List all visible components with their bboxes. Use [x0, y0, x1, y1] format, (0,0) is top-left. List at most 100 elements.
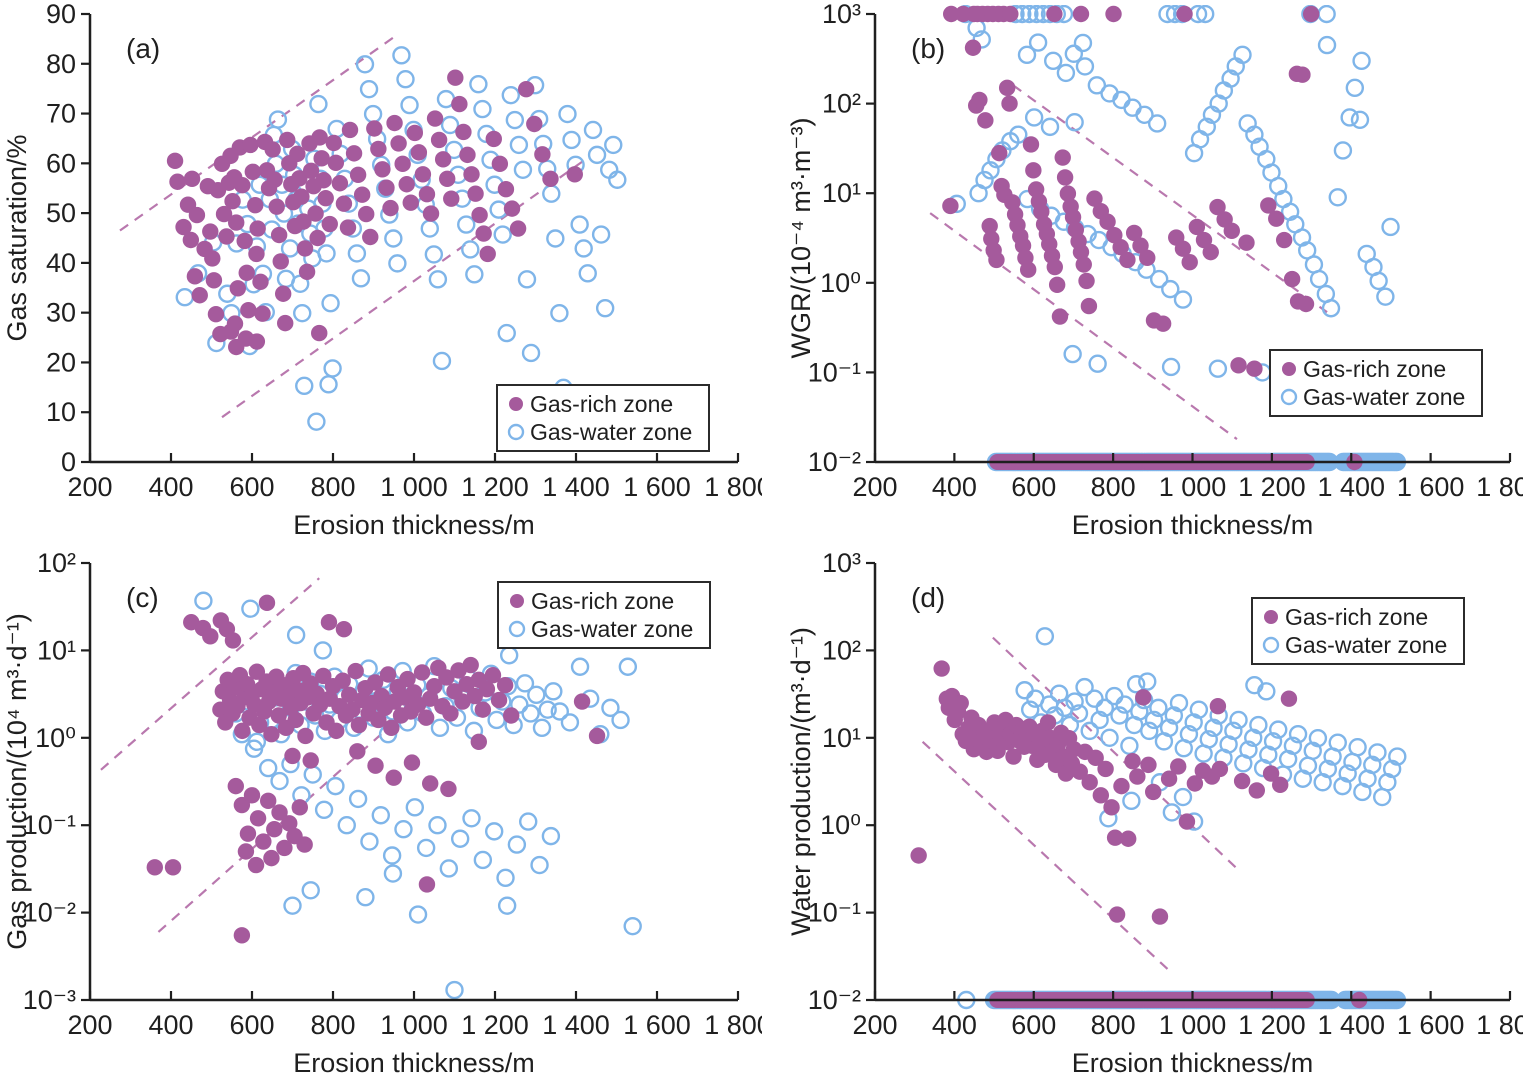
- legend-gas-rich-marker: [509, 397, 523, 411]
- x-tick-label: 400: [932, 1010, 977, 1040]
- y-tick-label: 90: [46, 0, 76, 29]
- y-tick-label: 0: [61, 447, 76, 477]
- series-gas-rich-zone: [910, 660, 1368, 1009]
- axes: 200 400 600 800 1 000 1 200 1 400 1 600 1 800 10²…: [23, 548, 772, 1040]
- y-axis-title: Gas production/(10⁴ m³·d⁻¹): [2, 613, 32, 949]
- x-axis-title: Erosion thickness/m: [1072, 510, 1314, 537]
- x-tick-label: 800: [1091, 472, 1136, 502]
- panel-b: 200 400 600 800 1 000 1 200 1 400 1 600 1 800 10³…: [762, 0, 1523, 540]
- x-tick-label: 600: [1011, 472, 1056, 502]
- x-tick-label: 1 400: [1317, 1010, 1385, 1040]
- x-tick-label: 800: [310, 472, 355, 502]
- panel-label: (d): [911, 582, 945, 613]
- x-tick-label: 200: [852, 1010, 897, 1040]
- legend-gas-water-marker: [507, 423, 525, 441]
- y-tick-label: 40: [46, 248, 76, 278]
- x-tick-label: 600: [229, 472, 274, 502]
- x-tick-label: 1 400: [1317, 472, 1385, 502]
- x-tick-label: 1 400: [542, 472, 610, 502]
- y-tick-label: 10²: [37, 548, 76, 578]
- x-tick-label: 1 200: [461, 472, 529, 502]
- y-tick-label: 10⁰: [35, 723, 76, 753]
- panel-label: (c): [126, 582, 159, 613]
- x-tick-label: 400: [148, 1010, 193, 1040]
- legend-gas-rich-label: Gas-rich zone: [1285, 604, 1428, 630]
- x-tick-label: 800: [310, 1010, 355, 1040]
- y-tick-label: 50: [46, 198, 76, 228]
- axes: 200 400 600 800 1 000 1 200 1 400 1 600 1 800 10³…: [808, 0, 1523, 502]
- panel-d: 200 400 600 800 1 000 1 200 1 400 1 600 1 800 10³…: [762, 537, 1523, 1074]
- x-tick-label: 400: [148, 472, 193, 502]
- x-tick-label: 1 200: [461, 1010, 529, 1040]
- y-tick-label: 10⁰: [820, 810, 861, 840]
- y-tick-label: 10¹: [822, 723, 861, 753]
- x-tick-label: 200: [67, 1010, 112, 1040]
- x-tick-label: 1 800: [704, 472, 762, 502]
- legend-gas-water-label: Gas-water zone: [530, 419, 692, 445]
- x-tick-label: 1 000: [1159, 1010, 1227, 1040]
- x-tick-label: 800: [1091, 1010, 1136, 1040]
- y-tick-label: 10⁻¹: [808, 357, 861, 387]
- x-axis-title: Erosion thickness/m: [293, 1048, 535, 1074]
- legend-gas-water-marker: [1280, 388, 1298, 406]
- y-tick-label: 10⁻³: [23, 985, 76, 1015]
- y-axis-title: WGR/(10⁻⁴ m³·m⁻³): [786, 117, 816, 358]
- x-tick-label: 1 200: [1238, 1010, 1306, 1040]
- y-tick-label: 10²: [822, 635, 861, 665]
- y-axis-title: Gas saturation/%: [2, 134, 32, 341]
- x-axis-title: Erosion thickness/m: [293, 510, 535, 537]
- trend-lines: [100, 577, 449, 933]
- y-tick-label: 10¹: [37, 635, 76, 665]
- y-tick-label: 10: [46, 397, 76, 427]
- y-tick-label: 80: [46, 49, 76, 79]
- panel-c-chart: 200 400 600 800 1 000 1 200 1 400 1 600 1 800 10²…: [2, 548, 772, 1074]
- x-axis-title: Erosion thickness/m: [1072, 1048, 1314, 1074]
- x-tick-label: 1 600: [623, 1010, 691, 1040]
- y-tick-label: 10⁻²: [808, 447, 861, 477]
- legend-gas-rich-label: Gas-rich zone: [530, 391, 673, 417]
- axes: 200 400 600 800 1 000 1 200 1 400 1 600 1 800 0 10…: [46, 0, 772, 502]
- legend-gas-rich-marker: [1282, 362, 1296, 376]
- y-tick-label: 10¹: [822, 178, 861, 208]
- y-axis-title: Water production/(m³·d⁻¹): [786, 627, 816, 936]
- y-tick-label: 10³: [822, 0, 861, 29]
- panel-label: (a): [126, 33, 160, 64]
- x-tick-label: 1 800: [1476, 472, 1523, 502]
- panel-label: (b): [911, 33, 945, 64]
- legend-gas-water-label: Gas-water zone: [1285, 632, 1447, 658]
- y-tick-label: 70: [46, 99, 76, 129]
- x-tick-label: 1 000: [380, 1010, 448, 1040]
- x-tick-label: 1 400: [542, 1010, 610, 1040]
- series-gas-rich-zone: [942, 5, 1363, 471]
- legend-gas-rich-label: Gas-rich zone: [531, 588, 674, 614]
- x-tick-label: 1 000: [380, 472, 448, 502]
- y-tick-label: 10⁻¹: [23, 810, 76, 840]
- x-tick-label: 1 600: [1397, 1010, 1465, 1040]
- x-tick-label: 1 200: [1238, 472, 1306, 502]
- legend-gas-water-label: Gas-water zone: [531, 616, 693, 642]
- panel-c: 200 400 600 800 1 000 1 200 1 400 1 600 1 800 10²…: [0, 537, 772, 1074]
- panel-d-chart: 200 400 600 800 1 000 1 200 1 400 1 600 1 800 10³…: [786, 548, 1523, 1074]
- series-gas-rich-zone: [146, 594, 606, 944]
- legend-gas-rich-marker: [1264, 610, 1278, 624]
- y-tick-label: 10²: [822, 89, 861, 119]
- legend-gas-rich-marker: [510, 594, 524, 608]
- legend-gas-water-label: Gas-water zone: [1303, 384, 1465, 410]
- trend-lines: [119, 35, 588, 419]
- panel-a-chart: 200 400 600 800 1 000 1 200 1 400 1 600 1 800 0 10…: [2, 0, 772, 540]
- trend-lines: [921, 636, 1239, 971]
- x-tick-label: 200: [852, 472, 897, 502]
- x-tick-label: 1 000: [1159, 472, 1227, 502]
- x-tick-label: 200: [67, 472, 112, 502]
- y-tick-label: 10⁻²: [808, 985, 861, 1015]
- y-tick-label: 20: [46, 347, 76, 377]
- x-tick-label: 600: [1011, 1010, 1056, 1040]
- y-tick-label: 10⁻²: [23, 898, 76, 928]
- x-tick-label: 600: [229, 1010, 274, 1040]
- panel-a: 200 400 600 800 1 000 1 200 1 400 1 600 1 800 0 10…: [0, 0, 772, 540]
- axes: 200 400 600 800 1 000 1 200 1 400 1 600 1 800 10³…: [808, 548, 1523, 1040]
